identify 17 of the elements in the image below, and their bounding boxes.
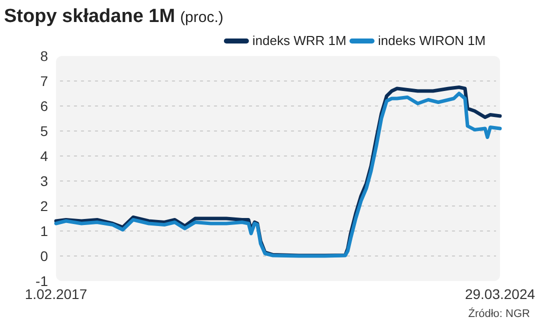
y-tick-label: -1: [36, 272, 48, 289]
legend-label: indeks WIRON 1M: [378, 33, 486, 48]
y-tick-label: 5: [40, 122, 48, 139]
y-tick-label: 4: [40, 148, 48, 164]
chart-subtitle: (proc.): [180, 9, 224, 26]
legend-label: indeks WRR 1M: [252, 33, 346, 48]
text: Źródło: NGR: [468, 307, 530, 320]
y-tick-label: 8: [40, 48, 48, 64]
x-tick-label: 1.02.2017: [24, 286, 88, 302]
chart-title: Stopy składane 1M: [4, 6, 176, 27]
y-tick-label: 2: [40, 198, 48, 214]
y-tick-label: 7: [40, 72, 48, 89]
y-tick-label: 3: [40, 172, 48, 189]
x-tick-label: 29.03.2024: [464, 286, 536, 302]
y-tick-label: 6: [40, 98, 48, 114]
y-tick-label: 1: [40, 222, 48, 239]
y-tick-label: 0: [40, 248, 48, 264]
